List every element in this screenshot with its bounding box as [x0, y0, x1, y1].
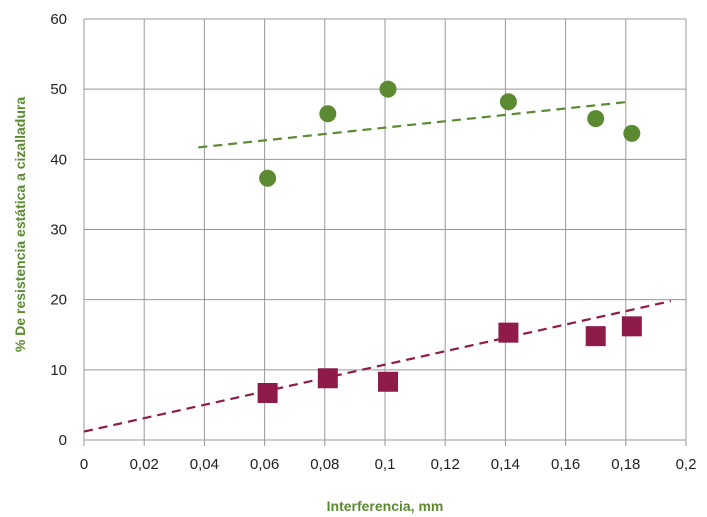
data-point-square	[317, 368, 338, 389]
x-tick-label: 0,16	[551, 456, 580, 473]
trendline-series-1	[198, 100, 629, 149]
data-points	[257, 80, 642, 403]
y-tick-label: 50	[50, 81, 67, 98]
data-point-circle	[587, 110, 605, 128]
x-tick-label: 0,18	[611, 456, 640, 473]
y-tick-label: 60	[50, 11, 67, 28]
y-tick-label: 10	[50, 362, 67, 379]
x-axis-title: Interferencia, mm	[327, 498, 444, 514]
data-point-circle	[259, 169, 277, 187]
x-tick-label: 0,06	[250, 456, 279, 473]
trendlines	[83, 100, 672, 433]
y-tick-label: 40	[50, 151, 67, 168]
data-point-circle	[379, 80, 397, 98]
x-tick-label: 0,08	[310, 456, 339, 473]
x-tick-label: 0,14	[491, 456, 520, 473]
data-point-circle	[623, 124, 641, 142]
x-tick-label: 0,12	[431, 456, 460, 473]
x-tick-label: 0	[80, 456, 88, 473]
data-point-circle	[499, 93, 517, 111]
data-point-circle	[319, 105, 337, 123]
data-point-square	[257, 382, 278, 403]
y-tick-label: 30	[50, 222, 67, 239]
y-tick-label: 20	[50, 292, 67, 309]
y-tick-label: 0	[59, 432, 67, 449]
data-point-square	[378, 371, 399, 392]
trendline-series-2	[83, 299, 672, 433]
data-point-square	[498, 322, 519, 343]
data-point-square	[585, 326, 606, 347]
x-tick-label: 0,02	[130, 456, 159, 473]
tick-labels: 0 0,02 0,04 0,06 0,08 0,1 0,12 0,14 0,16 0,18 0,2 0…	[50, 11, 696, 473]
x-tick-label: 0,1	[375, 456, 396, 473]
x-tick-label: 0,04	[190, 456, 219, 473]
x-tick-label: 0,2	[676, 456, 697, 473]
y-axis-title: % De resistencia estática a cizalladura	[12, 97, 28, 352]
data-point-square	[621, 316, 642, 337]
